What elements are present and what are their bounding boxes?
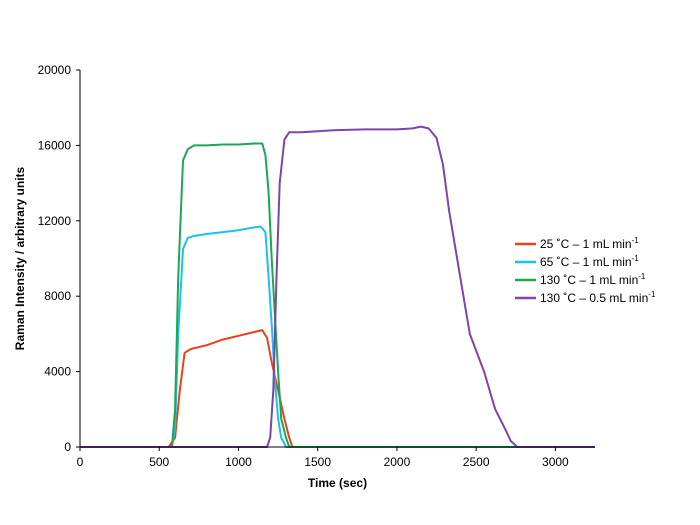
legend-label: 65 ˚C – 1 mL min-1 bbox=[540, 254, 639, 269]
y-tick-label: 16000 bbox=[38, 138, 72, 152]
legend-label: 130 ˚C – 0.5 mL min-1 bbox=[540, 290, 656, 305]
x-tick-label: 0 bbox=[77, 455, 84, 469]
x-tick-label: 3000 bbox=[542, 455, 569, 469]
series-line-2 bbox=[80, 225, 595, 448]
x-tick-label: 2000 bbox=[384, 455, 411, 469]
legend-label: 130 ˚C – 1 mL min-1 bbox=[540, 272, 646, 287]
x-axis-title: Time (sec) bbox=[308, 476, 367, 490]
y-tick-label: 4000 bbox=[44, 365, 71, 379]
y-ticks: 0 4000 8000 12000 16000 20000 bbox=[38, 63, 80, 454]
x-tick-label: 2500 bbox=[463, 455, 490, 469]
legend-label: 25 ˚C – 1 mL min-1 bbox=[540, 236, 639, 251]
series-lines bbox=[80, 125, 595, 448]
y-tick-label: 0 bbox=[64, 440, 71, 454]
series-line-1 bbox=[80, 329, 595, 448]
x-tick-label: 500 bbox=[149, 455, 169, 469]
x-ticks: 0 500 1000 1500 2000 2500 3000 bbox=[77, 447, 569, 469]
series-line-3 bbox=[80, 142, 595, 448]
y-tick-label: 8000 bbox=[44, 289, 71, 303]
x-tick-label: 1500 bbox=[304, 455, 331, 469]
series-line-4 bbox=[80, 125, 595, 448]
y-axis-title: Raman Intensity / arbitrary units bbox=[13, 166, 27, 350]
y-tick-label: 12000 bbox=[38, 214, 72, 228]
axes: 0 500 1000 1500 2000 2500 3000 0 4000 8000 12000 1… bbox=[38, 63, 595, 469]
x-tick-label: 1000 bbox=[225, 455, 252, 469]
y-tick-label: 20000 bbox=[38, 63, 72, 77]
legend: 25 ˚C – 1 mL min-1 65 ˚C – 1 mL min-1 130 … bbox=[515, 236, 656, 305]
